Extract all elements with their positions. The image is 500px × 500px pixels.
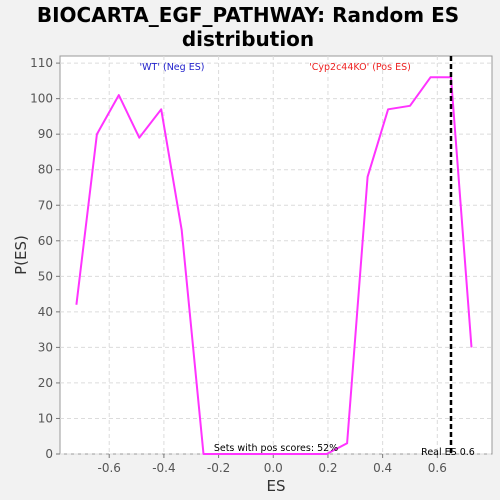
x-axis-title: ES — [267, 477, 286, 495]
y-tick-label: 80 — [38, 163, 53, 177]
es-distribution-line — [75, 76, 473, 455]
y-tick-label: 30 — [38, 340, 53, 354]
y-tick-label: 40 — [38, 305, 53, 319]
y-tick-label: 0 — [45, 447, 53, 461]
x-tick-label: 0.0 — [264, 461, 283, 475]
x-tick-label: 0.4 — [373, 461, 392, 475]
y-tick-label: 110 — [30, 56, 53, 70]
x-tick-label: 0.2 — [318, 461, 337, 475]
plot-area — [59, 55, 493, 455]
y-tick-label: 10 — [38, 411, 53, 425]
axis-ticks: 0 10 20 30 40 50 60 70 80 90 100 110 -0.6 -0.4 -0.2 0.0… — [30, 56, 447, 475]
chart-title-line-2: distribution — [182, 27, 314, 51]
grid — [60, 56, 492, 455]
y-tick-label: 50 — [38, 269, 53, 283]
neg-es-label: 'WT' (Neg ES) — [140, 62, 205, 73]
pos-fraction-label: Sets with pos scores: 52% — [214, 443, 338, 454]
y-tick-label: 70 — [38, 198, 53, 212]
pos-es-label: 'Cyp2c44KO' (Pos ES) — [309, 62, 411, 73]
y-tick-label: 60 — [38, 234, 53, 248]
y-axis-title: P(ES) — [12, 235, 30, 275]
x-tick-label: 0.6 — [428, 461, 447, 475]
y-tick-label: 90 — [38, 127, 53, 141]
chart-title-line-1: BIOCARTA_EGF_PATHWAY: Random ES — [37, 3, 459, 27]
x-tick-label: -0.4 — [152, 461, 175, 475]
x-tick-label: -0.6 — [98, 461, 121, 475]
real-es-label: Real ES 0.6 — [421, 447, 475, 458]
x-tick-label: -0.2 — [207, 461, 230, 475]
series-layer — [75, 76, 473, 455]
y-tick-label: 100 — [30, 92, 53, 106]
y-tick-label: 20 — [38, 376, 53, 390]
